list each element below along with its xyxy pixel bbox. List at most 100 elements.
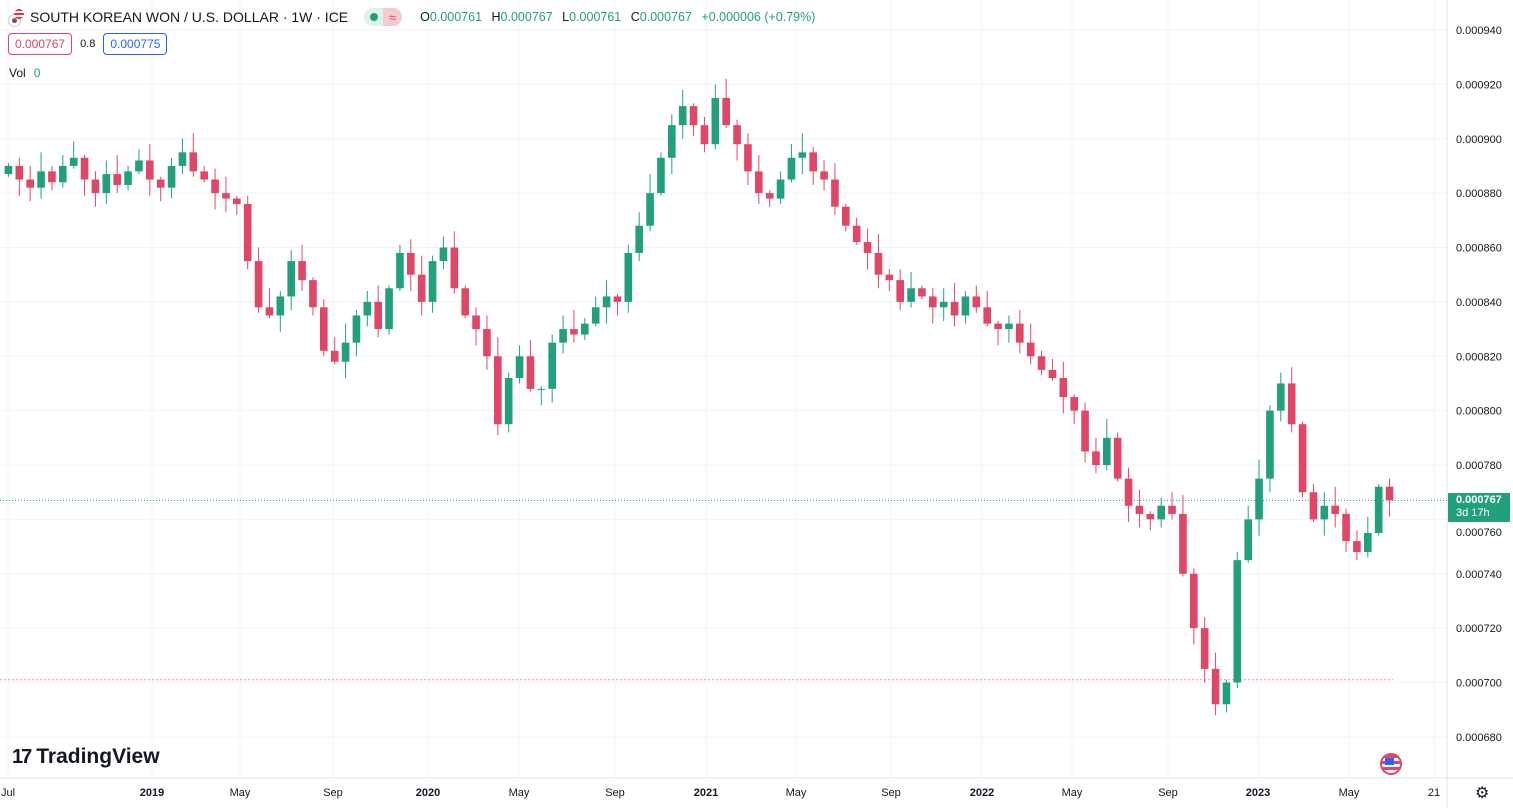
candle-body xyxy=(494,356,502,425)
candle-body xyxy=(1331,505,1339,514)
y-tick-label: 0.000940 xyxy=(1456,25,1502,37)
candle-body xyxy=(711,97,720,145)
candle-body xyxy=(1211,668,1220,705)
candle-body xyxy=(526,356,535,389)
candle-body xyxy=(885,274,894,281)
candle-body xyxy=(1037,356,1046,370)
candle-body xyxy=(320,307,328,351)
candle-body xyxy=(48,171,56,183)
candle-body xyxy=(657,157,665,194)
symbol-title[interactable]: SOUTH KOREAN WON / U.S. DOLLAR · 1W · IC… xyxy=(30,9,349,25)
candle-body xyxy=(1179,513,1187,574)
candle-body xyxy=(689,106,698,126)
candle-body xyxy=(765,193,774,199)
sell-price-button[interactable]: 0.000767 xyxy=(8,33,73,55)
candle-body xyxy=(972,296,981,308)
candle-body xyxy=(842,206,850,226)
candle-body xyxy=(809,152,817,172)
candle-body xyxy=(1026,342,1035,357)
change-value: +0.000006 (+0.79%) xyxy=(701,10,816,24)
x-tick-label: Sep xyxy=(605,787,625,799)
tradingview-logo[interactable]: 17 TradingView xyxy=(12,745,160,768)
candle-body xyxy=(189,152,198,172)
candle-body xyxy=(1070,397,1078,411)
candle-body xyxy=(276,296,285,316)
y-tick-label: 0.000840 xyxy=(1456,297,1502,309)
bar-countdown: 3d 17h xyxy=(1456,507,1490,519)
candle-body xyxy=(298,261,306,281)
candle-body xyxy=(896,280,904,302)
candle-body xyxy=(863,242,872,253)
x-tick-label: 2019 xyxy=(140,787,164,799)
candle-body xyxy=(102,174,111,194)
candle-body xyxy=(1353,541,1361,552)
x-tick-label: Sep xyxy=(1158,787,1178,799)
candle-body xyxy=(1157,505,1165,520)
candle-body xyxy=(1200,628,1209,669)
candle-body xyxy=(287,261,295,297)
y-tick-label: 0.000680 xyxy=(1456,732,1502,744)
candle-body xyxy=(26,179,34,188)
x-tick-label: May xyxy=(509,787,530,799)
candle-body xyxy=(15,165,24,180)
market-open-dot-icon xyxy=(364,8,384,26)
candle-body xyxy=(1342,513,1350,542)
candle-body xyxy=(167,165,176,188)
candle-body xyxy=(265,307,274,316)
candle-body xyxy=(852,225,861,243)
candle-body xyxy=(124,171,132,185)
candle-body xyxy=(330,350,339,362)
candle-body xyxy=(1124,478,1133,506)
x-tick-label: 2022 xyxy=(970,787,994,799)
candle-body xyxy=(363,301,372,316)
candle-body xyxy=(37,171,45,188)
candle-body xyxy=(233,198,241,204)
tradingview-logo-icon: 17 xyxy=(12,745,32,768)
market-status-pill[interactable]: ≈ xyxy=(364,8,403,26)
candle-body xyxy=(744,144,752,172)
candle-body xyxy=(624,252,633,302)
x-tick-label: 2021 xyxy=(694,787,718,799)
candle-body xyxy=(450,247,459,289)
candle-body xyxy=(243,204,252,262)
candle-body xyxy=(1222,682,1231,705)
candle-body xyxy=(700,125,709,145)
candle-body xyxy=(1320,505,1329,520)
candle-body xyxy=(59,165,67,183)
candle-body xyxy=(156,179,165,188)
y-tick-label: 0.000760 xyxy=(1456,527,1502,539)
buy-price-button[interactable]: 0.000775 xyxy=(103,33,168,55)
candle-body xyxy=(668,125,676,158)
candle-body xyxy=(385,288,393,330)
candle-body xyxy=(374,301,382,330)
candle-body xyxy=(907,288,915,302)
y-tick-label: 0.000820 xyxy=(1456,351,1502,363)
candle-body xyxy=(1103,437,1111,465)
candle-body xyxy=(417,274,426,302)
economic-event-flag-icon[interactable] xyxy=(1380,753,1402,775)
candle-body xyxy=(798,152,807,158)
candle-body xyxy=(1016,323,1024,343)
y-tick-label: 0.000900 xyxy=(1456,134,1502,146)
candle-body xyxy=(1005,323,1013,330)
candle-body xyxy=(613,296,622,302)
candle-body xyxy=(254,261,263,308)
candle-body xyxy=(1146,513,1155,520)
x-tick-label: 21 xyxy=(1428,787,1440,799)
candle-body xyxy=(1059,378,1068,398)
candle-body xyxy=(1266,410,1274,479)
candle-body xyxy=(581,323,589,335)
candle-body xyxy=(472,315,480,330)
candle-body xyxy=(787,157,796,180)
candle-body xyxy=(559,329,567,343)
spread-value: 0.8 xyxy=(80,38,96,50)
candle-body xyxy=(820,171,828,180)
candle-body xyxy=(570,329,578,335)
last-price-label: 0.000767 3d 17h xyxy=(1448,493,1510,522)
candle-body xyxy=(994,323,1002,330)
settings-gear-icon[interactable]: ⚙ xyxy=(1475,785,1490,802)
candle-body xyxy=(1385,486,1394,501)
candle-body xyxy=(1374,486,1383,533)
y-tick-label: 0.000860 xyxy=(1456,243,1502,255)
